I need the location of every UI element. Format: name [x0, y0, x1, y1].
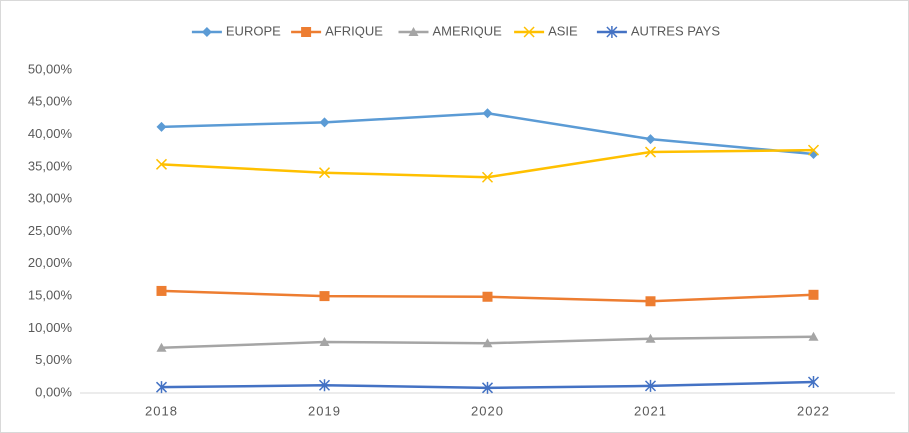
- y-tick-label: 15,00%: [28, 288, 73, 303]
- y-tick-label: 35,00%: [28, 158, 73, 173]
- marker: [482, 108, 493, 119]
- legend-label: AMERIQUE: [433, 23, 503, 38]
- y-tick-label: 10,00%: [28, 320, 73, 335]
- marker: [644, 379, 657, 392]
- y-tick-label: 20,00%: [28, 255, 73, 270]
- marker: [481, 381, 494, 394]
- marker: [482, 338, 493, 348]
- x-tick-label: 2021: [634, 403, 667, 418]
- y-tick-label: 40,00%: [28, 126, 73, 141]
- marker: [523, 26, 535, 38]
- marker: [201, 27, 212, 37]
- y-tick-label: 25,00%: [28, 223, 73, 238]
- marker: [155, 158, 168, 170]
- marker: [318, 379, 331, 392]
- y-tick-label: 5,00%: [35, 352, 72, 367]
- y-tick-label: 30,00%: [28, 191, 73, 206]
- marker: [155, 381, 168, 394]
- marker: [606, 26, 618, 38]
- marker: [807, 144, 820, 156]
- x-tick-label: 2020: [471, 403, 504, 418]
- marker: [156, 285, 167, 296]
- marker: [319, 117, 330, 128]
- y-tick-label: 45,00%: [28, 94, 73, 109]
- legend: EUROPE AFRIQUE AMERIQUE ASIE AUTRES PAYS: [191, 23, 720, 38]
- x-tick-label: 2022: [797, 403, 830, 418]
- x-tick-label: 2018: [145, 403, 178, 418]
- marker: [645, 296, 656, 307]
- y-tick-label: 50,00%: [28, 61, 73, 76]
- marker: [156, 342, 167, 352]
- marker: [156, 121, 167, 132]
- marker: [808, 148, 819, 159]
- marker: [808, 289, 819, 300]
- marker: [808, 331, 819, 341]
- legend-label: EUROPE: [226, 23, 281, 38]
- legend-label: AFRIQUE: [325, 23, 383, 38]
- marker: [645, 134, 656, 145]
- y-tick-label: 0,00%: [35, 384, 72, 399]
- marker: [301, 27, 312, 37]
- marker: [482, 291, 493, 302]
- legend-label: ASIE: [548, 23, 578, 38]
- x-tick-label: 2019: [308, 403, 341, 418]
- marker: [408, 27, 419, 36]
- marker: [807, 376, 820, 389]
- marker: [319, 336, 330, 346]
- marker: [318, 167, 331, 179]
- legend-label: AUTRES PAYS: [631, 23, 720, 38]
- marker: [645, 333, 656, 343]
- marker: [481, 171, 494, 183]
- marker: [319, 291, 330, 302]
- marker: [644, 146, 657, 158]
